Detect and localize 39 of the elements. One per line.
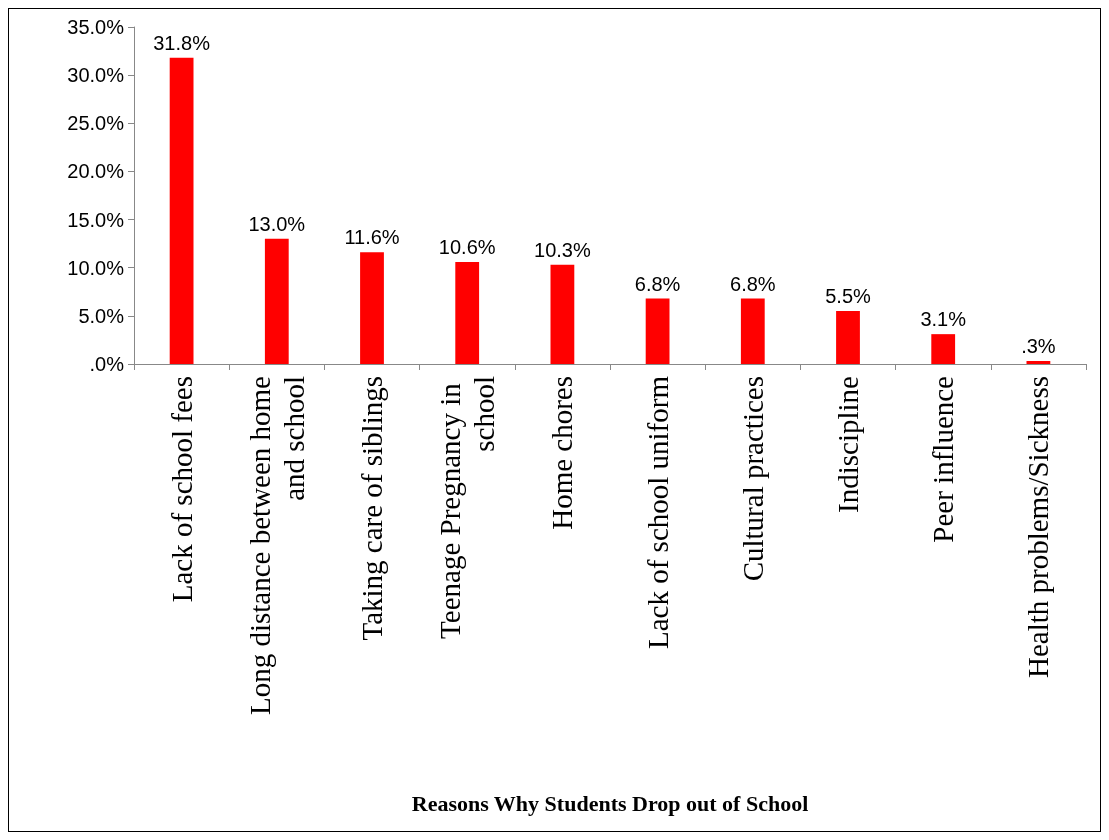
bar	[740, 298, 765, 364]
data-label: 6.8%	[730, 272, 776, 295]
x-tick-label: Cultural practices	[736, 376, 769, 582]
x-tick-label: Taking care of siblings	[356, 376, 388, 641]
bar	[836, 311, 860, 364]
y-tick-label: 30.0%	[67, 64, 125, 87]
bar	[931, 334, 956, 364]
x-axis-title: Reasons Why Students Drop out of School	[411, 790, 809, 816]
data-label: 31.8%	[153, 31, 211, 54]
bar	[360, 252, 384, 364]
data-label: 11.6%	[344, 226, 400, 249]
y-tick-label: 35.0%	[67, 16, 125, 38]
data-label: 6.8%	[634, 272, 681, 295]
bar	[550, 264, 575, 364]
y-tick-label: 20.0%	[67, 160, 125, 183]
y-tick-label: 10.0%	[67, 256, 125, 279]
bar	[264, 238, 289, 364]
x-tick-label: Lack of school uniform	[641, 375, 674, 650]
bar	[1026, 361, 1051, 364]
data-label: 10.6%	[438, 235, 496, 258]
bar	[169, 57, 194, 364]
bar	[455, 261, 480, 364]
x-tick-label: Lack of school fees	[165, 376, 198, 603]
data-label: 10.3%	[534, 238, 591, 261]
x-tick-label: Home chores	[546, 376, 579, 530]
x-tick-label: Peer influence	[927, 376, 960, 543]
data-label: 3.1%	[920, 308, 967, 331]
data-label: 13.0%	[248, 212, 306, 235]
data-label: 5.5%	[825, 285, 872, 308]
bar	[645, 298, 670, 364]
x-tick-label: Health problems/Sickness	[1022, 376, 1055, 679]
y-tick-label: 25.0%	[67, 112, 125, 135]
x-tick-label: Long distance between home and school	[243, 376, 310, 716]
y-tick-label: .0%	[89, 353, 125, 375]
y-tick-label: 5.0%	[78, 304, 125, 327]
y-tick-label: 15.0%	[67, 208, 125, 231]
x-tick-label: Indiscipline	[832, 376, 864, 513]
x-tick-label: Teenage Pregnancy in school	[434, 376, 501, 639]
data-label: .3%	[1021, 335, 1056, 358]
